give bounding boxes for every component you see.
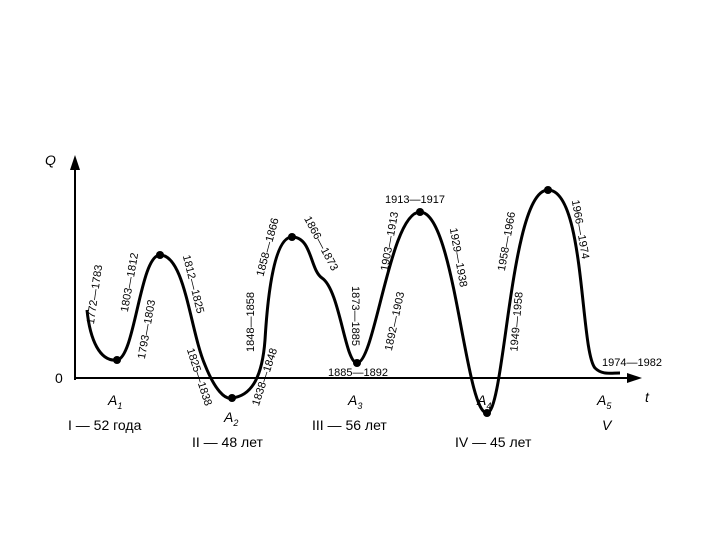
- date-label: 1974—1982: [602, 357, 662, 369]
- wave-label: I — 52 года: [68, 417, 142, 433]
- point: [288, 233, 296, 241]
- letter: A: [347, 392, 357, 408]
- y-arrow: [70, 155, 80, 170]
- wave-labels: I — 52 года II — 48 лет III — 56 лет IV …: [68, 417, 613, 450]
- date-label: 1873—1885: [349, 286, 361, 346]
- date-label: 1885—1892: [328, 367, 388, 379]
- wave-label: II — 48 лет: [192, 434, 264, 450]
- letter: A: [596, 392, 606, 408]
- index: 5: [606, 401, 612, 411]
- wave-curve: [85, 188, 621, 415]
- y-label: Q: [45, 152, 56, 168]
- letter: A: [107, 392, 117, 408]
- date-label: 1949—1958: [508, 291, 525, 352]
- turning-points: [113, 186, 552, 417]
- point: [228, 394, 236, 402]
- wave-label: IV — 45 лет: [455, 434, 532, 450]
- wave-label: V: [602, 417, 613, 433]
- index: 3: [357, 401, 362, 411]
- origin-label: 0: [55, 370, 63, 386]
- point-labels: A1 A2 A3 A4 A5: [107, 392, 612, 428]
- x-arrow: [627, 373, 642, 383]
- point-label: A5: [596, 392, 612, 411]
- point: [113, 356, 121, 364]
- wave-label: III — 56 лет: [312, 417, 387, 433]
- index: 4: [486, 401, 491, 411]
- point: [544, 186, 552, 194]
- date-label: 1848—1858: [245, 292, 257, 352]
- point: [156, 251, 164, 259]
- point-label: A1: [107, 392, 122, 411]
- point: [416, 208, 424, 216]
- date-label: 1913—1917: [385, 194, 445, 206]
- point-label: A2: [223, 409, 238, 428]
- point-label: A4: [476, 392, 491, 411]
- index: 2: [232, 418, 238, 428]
- x-label: t: [645, 389, 650, 405]
- index: 1: [117, 401, 122, 411]
- point: [353, 359, 361, 367]
- point-label: A3: [347, 392, 362, 411]
- point: [483, 409, 491, 417]
- letter: A: [223, 409, 233, 425]
- letter: A: [476, 392, 486, 408]
